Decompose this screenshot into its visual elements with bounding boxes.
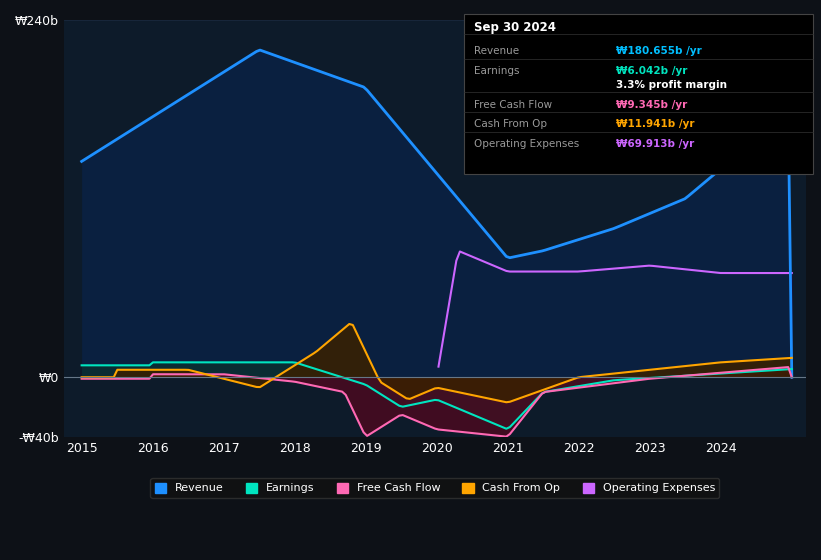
Text: ₩69.913b /yr: ₩69.913b /yr [616, 139, 694, 149]
Text: ₩11.941b /yr: ₩11.941b /yr [616, 119, 695, 129]
Text: Cash From Op: Cash From Op [474, 119, 547, 129]
Text: ₩180.655b /yr: ₩180.655b /yr [616, 46, 701, 57]
Text: ₩6.042b /yr: ₩6.042b /yr [616, 66, 687, 76]
Text: Free Cash Flow: Free Cash Flow [474, 100, 552, 110]
Text: Revenue: Revenue [474, 46, 519, 57]
Text: Operating Expenses: Operating Expenses [474, 139, 579, 149]
Legend: Revenue, Earnings, Free Cash Flow, Cash From Op, Operating Expenses: Revenue, Earnings, Free Cash Flow, Cash … [150, 478, 719, 498]
Text: Sep 30 2024: Sep 30 2024 [474, 21, 556, 34]
Text: 3.3% profit margin: 3.3% profit margin [616, 80, 727, 90]
Text: ₩9.345b /yr: ₩9.345b /yr [616, 100, 687, 110]
Text: Earnings: Earnings [474, 66, 519, 76]
